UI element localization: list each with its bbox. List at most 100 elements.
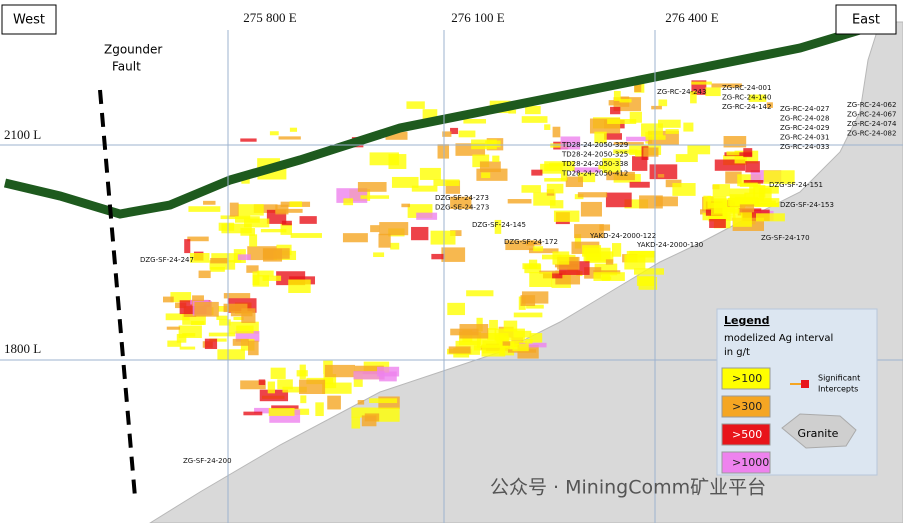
ore-shape: [458, 130, 476, 138]
ore-shape: [577, 172, 596, 183]
ore-shape: [624, 199, 649, 209]
ore-shape: [270, 367, 286, 379]
fault-label: Fault: [112, 60, 141, 74]
east-label: East: [852, 13, 880, 28]
drillhole-label: YAKD-24-2000-122: [589, 232, 656, 240]
ore-shape: [593, 272, 625, 281]
ore-shape: [198, 270, 211, 279]
ore-shape: [657, 174, 665, 178]
ore-shape: [526, 304, 544, 309]
drillhole-label: DZG-SF-24-172: [504, 238, 558, 246]
ore-shape: [236, 325, 254, 334]
drillholes: ZG-RC-24-243 ZG-RC-24-001ZG-RC-24-140ZG-R…: [140, 84, 897, 465]
drillhole-label: ZG-RC-24-028: [780, 115, 829, 123]
ore-shape: [582, 245, 602, 257]
ore-shape: [209, 260, 236, 270]
ore-shape: [539, 270, 567, 274]
ore-shape: [732, 212, 752, 227]
ore-shape: [351, 416, 361, 429]
ore-shape: [370, 225, 380, 233]
drillhole-label: ZG-SF-24-170: [761, 234, 810, 242]
ore-shape: [560, 171, 568, 181]
ore-shape: [687, 145, 711, 155]
ore-shape: [709, 219, 726, 228]
ore-shape: [257, 270, 274, 277]
legend-subtitle: modelized Ag interval: [724, 333, 833, 344]
ore-shape: [705, 87, 721, 97]
ore-shape: [748, 94, 767, 102]
ore-shape: [466, 290, 494, 297]
ore-shape: [643, 147, 659, 157]
ore-shape: [258, 379, 266, 385]
ore-shape: [252, 271, 260, 286]
ore-shape: [433, 179, 460, 186]
ore-shape: [594, 263, 618, 276]
drillhole-label: ZG-RC-24-027: [780, 105, 829, 113]
ore-shape: [281, 220, 292, 226]
ore-shape: [182, 313, 206, 325]
ore-shape: [763, 170, 795, 184]
ore-shape: [260, 228, 287, 233]
ore-shape: [598, 164, 605, 170]
ore-shape: [353, 371, 385, 380]
ore-shape: [442, 131, 452, 137]
ore-shape: [580, 201, 602, 217]
ore-shape: [485, 140, 501, 148]
ore-shape: [481, 172, 491, 179]
ore-shape: [525, 105, 541, 115]
ore-shape: [489, 319, 498, 330]
ore-shape: [269, 131, 279, 136]
ore-shape: [723, 136, 747, 148]
ore-shape: [271, 405, 299, 410]
ore-shape: [219, 319, 231, 326]
ore-shape: [187, 236, 209, 242]
ore-shape: [641, 123, 663, 137]
ore-shape: [626, 136, 649, 142]
intercept-symbol: [801, 380, 809, 388]
ore-shape: [210, 258, 228, 264]
ore-shape: [593, 270, 621, 275]
ore-shape: [522, 263, 541, 270]
legend-box: [716, 308, 878, 476]
ore-shape: [257, 158, 280, 168]
ore-shape: [385, 131, 408, 140]
ore-shape: [739, 204, 755, 213]
drillhole-label: ZG-RC-24-062: [847, 101, 896, 109]
ore-shape: [391, 176, 419, 188]
ore-shape: [360, 195, 390, 199]
ore-shape: [211, 253, 242, 263]
ore-shape: [503, 320, 518, 332]
ore-shape: [184, 239, 191, 254]
ore-shape: [549, 200, 564, 209]
ore-shape: [369, 398, 398, 404]
ore-shape: [707, 196, 727, 209]
intercept-label: Significant: [818, 374, 860, 383]
ore-shape: [351, 407, 376, 418]
fault-label: Zgounder: [104, 43, 162, 57]
level-label: 2100 L: [4, 127, 41, 142]
ore-shape: [289, 127, 298, 132]
ore-shape: [240, 138, 257, 142]
ore-shape: [635, 150, 644, 157]
ore-shape: [651, 105, 662, 110]
ore-shape: [237, 254, 251, 261]
granite-symbol: [781, 413, 857, 449]
ore-shape: [357, 182, 387, 192]
ore-shape: [502, 341, 511, 346]
ore-shape: [754, 198, 780, 208]
ore-shape: [586, 253, 602, 261]
drillhole-label: YAKD-24-2000-130: [636, 241, 703, 249]
legend-label: >1000: [732, 456, 769, 469]
ore-shape: [448, 346, 471, 354]
ore-shape: [743, 180, 764, 184]
ore-shape: [512, 343, 529, 352]
ore-shape: [390, 242, 400, 250]
ore-shape: [369, 152, 399, 166]
ore-shape: [521, 116, 548, 123]
ore-shape: [378, 233, 391, 248]
ore-shape: [550, 143, 569, 148]
ore-shape: [459, 324, 489, 339]
ore-shape: [189, 253, 210, 263]
ore-shape: [450, 230, 462, 237]
